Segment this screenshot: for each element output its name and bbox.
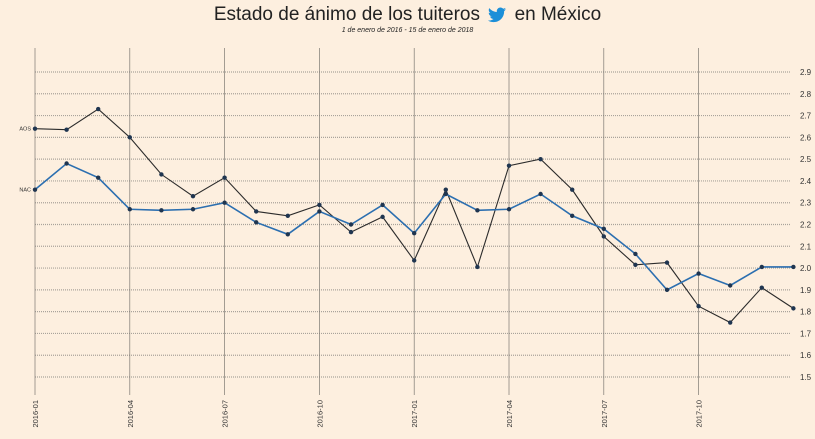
data-point-aos [633, 262, 638, 268]
y-tick-label: 2.1 [800, 242, 812, 251]
data-point-aos [664, 260, 670, 265]
series-label-aos: AOS [19, 127, 31, 133]
data-point-aos [538, 156, 543, 162]
y-tick-label: 1.9 [800, 286, 812, 295]
data-point-nac [96, 175, 101, 180]
y-tick-label: 1.8 [800, 308, 812, 317]
data-point-nac [570, 213, 575, 218]
data-point-aos [159, 172, 164, 177]
y-tick-label: 2.2 [800, 221, 812, 230]
data-point-nac [633, 251, 638, 257]
data-point-nac [190, 207, 196, 212]
y-tick-label: 2.7 [800, 112, 812, 121]
data-point-nac [159, 208, 164, 213]
title-text-before: Estado de ánimo de los tuiteros [213, 4, 480, 25]
data-point-aos [506, 163, 512, 168]
data-point-nac [127, 207, 132, 212]
x-tick-label: 2016-10 [315, 400, 324, 428]
data-point-nac [475, 208, 480, 213]
data-point-aos [190, 193, 196, 199]
series-label-nac: NAC [19, 188, 31, 194]
data-point-aos [759, 285, 764, 290]
data-point-aos [64, 127, 69, 132]
data-point-aos [728, 320, 733, 325]
y-tick-label: 1.7 [800, 329, 812, 338]
y-tick-label: 1.6 [800, 351, 812, 360]
data-point-nac [443, 191, 448, 197]
y-tick-label: 2.6 [800, 133, 812, 142]
data-point-aos [348, 229, 354, 235]
data-point-nac [759, 264, 764, 270]
data-point-nac [506, 207, 512, 212]
data-point-nac [285, 232, 290, 237]
data-point-aos [791, 306, 796, 311]
data-point-nac [412, 231, 417, 236]
data-point-nac [538, 191, 543, 197]
data-point-nac [32, 187, 38, 192]
data-point-aos [285, 213, 290, 218]
data-point-nac [348, 222, 354, 227]
x-tick-label: 2017-01 [410, 400, 419, 428]
data-point-aos [475, 264, 480, 270]
x-tick-label: 2017-04 [505, 400, 514, 428]
y-tick-label: 2.4 [800, 177, 812, 186]
data-point-aos [601, 234, 606, 239]
data-point-aos [317, 202, 322, 208]
data-point-aos [570, 187, 575, 192]
data-point-aos [380, 214, 385, 220]
data-point-nac [222, 200, 227, 205]
data-point-aos [696, 303, 701, 309]
x-tick-label: 2017-07 [600, 400, 609, 428]
data-point-nac [380, 202, 385, 208]
data-point-aos [254, 209, 259, 214]
x-tick-label: 2017-10 [695, 400, 704, 428]
title-text-after: en México [514, 4, 602, 25]
twitter-bird-icon [488, 7, 507, 23]
data-point-nac [254, 220, 259, 225]
data-point-nac [728, 283, 733, 288]
data-point-aos [127, 135, 132, 140]
y-tick-label: 2.9 [800, 68, 812, 77]
y-tick-label: 1.5 [800, 373, 812, 382]
data-point-nac [601, 226, 606, 232]
y-tick-label: 2.8 [800, 90, 812, 99]
data-point-nac [664, 287, 670, 293]
data-point-aos [443, 187, 448, 192]
x-tick-label: 2016-07 [221, 400, 230, 428]
data-point-nac [696, 271, 701, 276]
y-tick-label: 2.5 [800, 155, 812, 164]
data-point-nac [317, 209, 322, 214]
y-tick-label: 2.0 [800, 264, 812, 273]
data-point-nac [791, 264, 796, 270]
chart-subtitle: 1 de enero de 2016 - 15 de enero de 2018 [341, 27, 474, 34]
data-point-nac [64, 161, 69, 166]
data-point-aos [412, 258, 417, 263]
chart-title: Estado de ánimo de los tuiteros en Méxic… [0, 4, 815, 26]
data-point-aos [222, 175, 227, 180]
data-point-aos [32, 126, 38, 131]
y-tick-label: 2.3 [800, 199, 812, 208]
x-tick-label: 2016-01 [31, 400, 40, 428]
x-tick-label: 2016-04 [126, 400, 135, 428]
data-point-aos [96, 106, 101, 112]
